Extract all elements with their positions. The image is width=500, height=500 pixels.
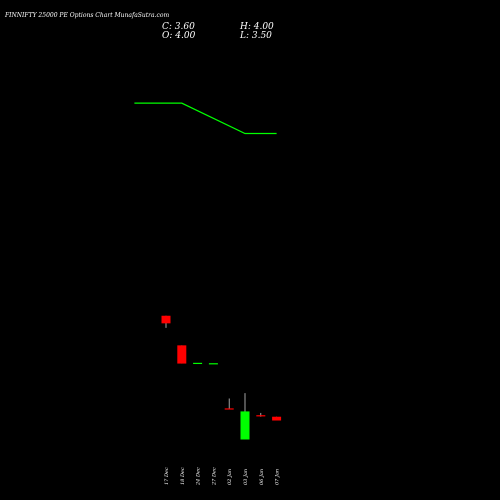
candle-body [224, 408, 234, 410]
x-tick-label: 24 Dec [196, 467, 202, 486]
candle-body [161, 315, 171, 324]
candle-body [177, 345, 187, 364]
x-tick-label: 27 Dec [211, 467, 217, 486]
candle [208, 363, 218, 365]
candle [193, 362, 203, 365]
candle-body [240, 411, 250, 440]
x-tick-label: 18 Dec [180, 467, 186, 485]
candle [240, 393, 250, 440]
high-readout: H: 4.00 [239, 22, 274, 32]
chart-title: FINNIFTY 25000 PE Options Chart MunafaSu… [4, 12, 169, 19]
candle [177, 345, 187, 364]
line-layer [134, 102, 277, 135]
candle [161, 315, 171, 328]
open-readout: O: 4.00 [162, 31, 196, 41]
candle-body [272, 416, 282, 421]
trend-line [134, 102, 277, 135]
close-readout: C: 3.60 [162, 22, 195, 32]
candle-layer [161, 315, 282, 440]
x-tick-label: 07 Jan [275, 469, 281, 485]
x-tick-label: 02 Jan [227, 469, 233, 485]
x-tick-layer: 17 Dec 18 Dec 24 Dec 27 Dec 02 Jan 03 Jan 06 J… [164, 467, 281, 486]
candle-body [208, 363, 218, 365]
x-tick-label: 06 Jan [259, 469, 265, 485]
candle [272, 416, 282, 421]
x-tick-label: 03 Jan [243, 469, 249, 485]
candle [224, 398, 234, 410]
candle [256, 412, 266, 417]
candle-body [193, 362, 203, 365]
candle-body [256, 415, 266, 417]
low-readout: L: 3.50 [239, 31, 272, 41]
x-tick-label: 17 Dec [164, 467, 170, 485]
